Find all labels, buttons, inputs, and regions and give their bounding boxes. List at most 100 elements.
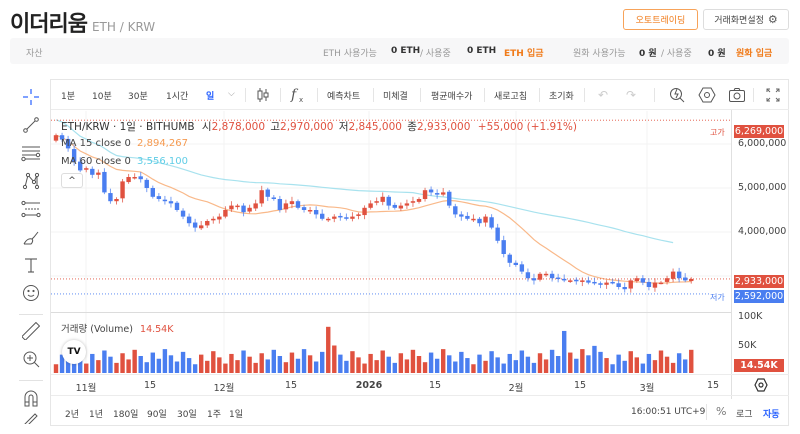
ma15-label: MA 15 close 0: [61, 138, 131, 149]
settings-hexagon-icon[interactable]: [697, 85, 717, 105]
horizontal-lines-icon[interactable]: [20, 142, 42, 164]
clock-time[interactable]: 16:00:51 UTC+9: [631, 407, 706, 417]
price-label: 4,000,000: [738, 226, 787, 237]
volume-label: 거래량 (Volume): [61, 324, 133, 335]
range-1d[interactable]: 1일: [229, 410, 244, 420]
range-2y[interactable]: 2년: [65, 410, 80, 420]
volume-current-tag: 14.54K: [734, 359, 784, 372]
volume-legend: 거래량 (Volume) 14.54K: [61, 321, 173, 335]
eth-available-label: ETH 사용가능: [323, 49, 377, 59]
axis-settings-icon[interactable]: [754, 378, 768, 392]
pane-divider[interactable]: [51, 312, 731, 313]
toolbar-divider: [654, 88, 655, 102]
candle-type-icon[interactable]: [253, 85, 273, 105]
low-value: 2,845,000: [348, 121, 402, 133]
text-icon[interactable]: [20, 254, 42, 276]
page-title: 이더리움: [10, 12, 88, 37]
chevron-up-icon: ^: [68, 175, 76, 186]
time-label: 15: [428, 380, 442, 391]
volume-axis-label: 50K: [738, 340, 757, 351]
krw-deposit-link[interactable]: 원화 입금: [736, 49, 773, 59]
close-label: 종: [407, 121, 417, 133]
pair-label: ETH / KRW: [91, 20, 156, 34]
magnet-icon[interactable]: [20, 387, 42, 409]
redo-icon[interactable]: ↷: [625, 88, 637, 102]
time-label: 2월: [508, 383, 524, 394]
interval-day[interactable]: 일: [206, 92, 215, 102]
crosshair-icon[interactable]: [20, 86, 42, 108]
range-90d[interactable]: 90일: [147, 410, 167, 420]
emoji-icon[interactable]: [20, 282, 42, 304]
camera-icon[interactable]: [727, 85, 747, 105]
time-label: 15: [573, 380, 587, 391]
close-value: 2,933,000: [416, 121, 471, 133]
ma15-value: 2,894,267: [137, 138, 188, 149]
fib-retracement-icon[interactable]: [20, 198, 42, 220]
fullscreen-icon[interactable]: [763, 85, 783, 105]
toolbar-divider: [245, 88, 246, 102]
reset-button[interactable]: 초기화: [549, 92, 574, 102]
volume-axis-label: 100K: [738, 311, 763, 322]
price-chart-canvas[interactable]: [51, 111, 731, 374]
forecast-chart-button[interactable]: 예측차트: [327, 92, 361, 102]
screen-settings-button[interactable]: 거래화면설정 ⚙: [703, 9, 789, 30]
range-1y[interactable]: 1년: [89, 410, 104, 420]
page-header: 이더리움 ETH / KRW: [10, 6, 155, 38]
range-180d[interactable]: 180일: [113, 410, 139, 420]
toolbar-divider: [373, 88, 374, 102]
toolbar-divider: [19, 380, 43, 381]
interval-1m[interactable]: 1분: [61, 92, 76, 102]
log-toggle[interactable]: 로그: [736, 410, 753, 420]
auto-scale-toggle[interactable]: 자동: [763, 410, 780, 420]
settings-label: 거래화면설정: [714, 16, 764, 26]
ma15-legend[interactable]: MA 15 close 0 2,894,267: [61, 138, 188, 149]
range-1w[interactable]: 1주: [207, 410, 222, 420]
price-label: 5,000,000: [738, 182, 787, 193]
toolbar-divider: [420, 88, 421, 102]
svg-text:f: f: [290, 87, 299, 103]
refresh-button[interactable]: 새로고침: [494, 92, 528, 102]
ruler-icon[interactable]: [20, 320, 42, 342]
time-label: 2026: [355, 380, 383, 391]
eth-in-use-label: / 사용중: [420, 49, 451, 59]
volume-value: 14.54K: [140, 324, 174, 335]
interval-1h[interactable]: 1시간: [166, 92, 189, 102]
open-label: 시: [201, 121, 212, 133]
toolbar-divider: [753, 88, 754, 102]
ma60-label: MA 60 close 0: [61, 156, 131, 167]
interval-10m[interactable]: 10분: [92, 92, 112, 102]
krw-in-use-value: 0 원: [708, 49, 726, 59]
percent-toggle[interactable]: %: [716, 405, 727, 418]
toolbar-divider: [539, 88, 540, 102]
undo-icon[interactable]: ↶: [597, 88, 609, 102]
brush-icon[interactable]: [20, 226, 42, 248]
trend-line-icon[interactable]: [20, 114, 42, 136]
svg-text:x: x: [299, 96, 303, 104]
open-value: 2,878,000: [211, 121, 266, 133]
auto-trading-button[interactable]: 오토트레이딩: [623, 9, 698, 30]
tradingview-logo[interactable]: TV: [62, 340, 86, 364]
current-price-tag: 2,933,000: [734, 275, 784, 288]
collapse-legend-button[interactable]: ^: [61, 173, 83, 188]
pattern-icon[interactable]: [20, 170, 42, 192]
range-30d[interactable]: 30일: [177, 410, 197, 420]
price-axis-border: [731, 110, 732, 399]
alert-search-icon[interactable]: [667, 85, 687, 105]
interval-dropdown-chevron-icon[interactable]: ⌵: [228, 89, 235, 99]
zoom-in-icon[interactable]: [20, 348, 42, 370]
low-price-label: 저가: [710, 293, 725, 302]
toolbar-divider: [706, 404, 707, 420]
pencil-icon[interactable]: [20, 412, 42, 424]
avg-buy-price-button[interactable]: 평균매수가: [431, 92, 473, 102]
time-label: 11월: [75, 383, 97, 394]
ma60-legend[interactable]: MA 60 close 0 3,556,100: [61, 156, 188, 167]
ohlc-legend: ETH/KRW · 1일 · BITHUMB 시2,878,000 고2,970…: [61, 119, 577, 134]
eth-deposit-link[interactable]: ETH 입금: [504, 49, 544, 59]
time-axis[interactable]: 11월 15 12월 15 2026 15 2월 15 3월 15: [51, 374, 789, 396]
krw-available-value: 0 원: [639, 49, 657, 59]
unfilled-orders-button[interactable]: 미체결: [383, 92, 408, 102]
high-label: 고: [270, 121, 281, 133]
interval-30m[interactable]: 30분: [128, 92, 148, 102]
